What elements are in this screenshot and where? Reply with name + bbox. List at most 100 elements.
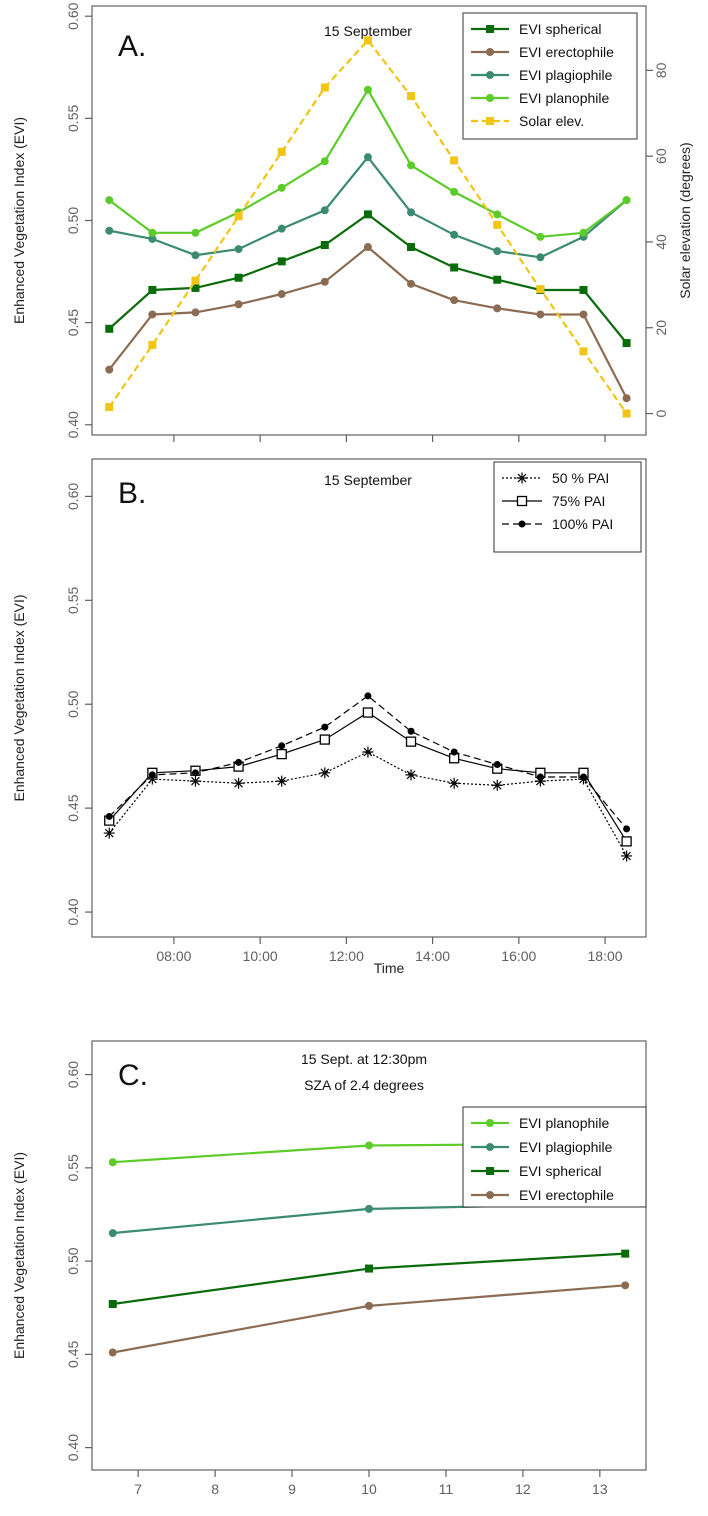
data-point — [191, 228, 200, 237]
data-point — [407, 727, 415, 735]
data-point — [191, 769, 199, 777]
data-point — [493, 761, 501, 769]
data-point — [189, 775, 201, 787]
data-point — [233, 777, 245, 789]
data-point — [363, 153, 372, 162]
data-point — [108, 1348, 117, 1357]
data-point — [536, 310, 545, 319]
x-axis-title: Time — [374, 960, 405, 976]
y-right-tick-label: 40 — [653, 234, 669, 250]
data-point — [365, 1204, 373, 1213]
data-point — [622, 409, 631, 418]
series-solar-elev — [105, 36, 631, 418]
data-point — [493, 275, 502, 284]
y-right-tick-label: 20 — [653, 320, 669, 336]
y-tick-label: 0.60 — [65, 483, 81, 510]
data-point — [148, 228, 157, 237]
data-point — [319, 734, 330, 745]
y-axis-title: Enhanced Vegetation Index (EVI) — [11, 117, 27, 324]
data-point — [235, 758, 243, 766]
legend: EVI planophile EVI plagiophile EVI spheric… — [462, 1106, 647, 1208]
panel-label: C. — [118, 1059, 148, 1092]
y-axis-title: Enhanced Vegetation Index (EVI) — [11, 1152, 27, 1359]
series-line — [112, 1284, 626, 1354]
data-point — [450, 748, 458, 756]
x-tick-label: 7 — [134, 1481, 142, 1497]
data-point — [276, 748, 287, 760]
legend-marker — [486, 1167, 494, 1175]
data-point — [405, 769, 417, 781]
data-point — [623, 825, 631, 833]
data-point — [278, 742, 286, 750]
legend-label: 50 % PAI — [552, 470, 609, 486]
x-tick-label: 13 — [592, 1481, 608, 1497]
legend-label: EVI spherical — [519, 1163, 601, 1179]
data-point — [579, 228, 588, 237]
data-point — [191, 308, 200, 317]
series-evi-spherical — [108, 1249, 630, 1308]
legend-marker — [486, 25, 494, 33]
data-point — [234, 300, 243, 309]
data-point — [191, 276, 200, 285]
data-point — [146, 773, 158, 785]
data-point — [493, 304, 502, 313]
data-point — [321, 723, 329, 731]
data-point — [105, 365, 114, 374]
legend: 50 % PAI 75% PAI 100% PAI — [493, 461, 642, 553]
legend-label: EVI erectophile — [519, 1187, 614, 1203]
legend-marker — [516, 472, 528, 484]
legend-box — [493, 461, 642, 553]
series-evi-erectophile — [108, 1281, 630, 1357]
data-point — [277, 183, 286, 192]
panel-b: 0.40 0.45 0.50 0.55 0.60 Enhanced Vegetation … — [11, 458, 647, 976]
legend-marker — [486, 1119, 494, 1127]
legend-label: EVI planophile — [519, 90, 610, 106]
data-point — [320, 157, 329, 166]
data-point — [534, 775, 546, 787]
y-tick-label: 0.45 — [65, 794, 81, 821]
data-point — [579, 285, 588, 294]
data-point — [148, 310, 157, 319]
legend-label: EVI spherical — [519, 21, 601, 37]
y-tick-label: 0.40 — [65, 411, 81, 438]
x-tick-label: 08:00 — [156, 948, 191, 964]
data-point — [148, 234, 157, 243]
data-point — [319, 767, 331, 779]
data-point — [450, 296, 459, 305]
y-right-tick-label: 80 — [653, 62, 669, 78]
y-tick-label: 0.50 — [65, 690, 81, 717]
legend-label: 75% PAI — [552, 493, 605, 509]
data-point — [493, 220, 502, 229]
y-axis-title: Enhanced Vegetation Index (EVI) — [11, 594, 27, 801]
x-tick-label: 10:00 — [243, 948, 278, 964]
data-point — [365, 1141, 373, 1150]
data-point — [108, 1229, 117, 1238]
legend-marker — [486, 1191, 494, 1199]
data-point — [234, 245, 243, 254]
data-point — [536, 253, 545, 262]
legend-marker — [486, 94, 494, 102]
data-point — [148, 340, 157, 349]
y-tick-label: 0.45 — [65, 1341, 81, 1368]
x-tick-label: 11 — [439, 1481, 454, 1497]
data-point — [105, 196, 114, 205]
data-point — [536, 285, 545, 294]
y-tick-label: 0.60 — [65, 1061, 81, 1088]
y-tick-label: 0.50 — [65, 207, 81, 234]
data-point — [362, 746, 374, 758]
legend-marker — [516, 495, 528, 507]
y-right-tick-label: 60 — [653, 148, 669, 164]
data-point — [277, 290, 286, 299]
data-point — [579, 773, 587, 781]
annotation-text: SZA of 2.4 degrees — [304, 1077, 424, 1093]
series-line — [108, 751, 628, 857]
y-right-axis-title: Solar elevation (degrees) — [677, 142, 693, 298]
x-tick-label: 16:00 — [501, 948, 536, 964]
plot-frame — [91, 458, 647, 938]
annotation-text: 15 Sept. at 12:30pm — [301, 1051, 427, 1067]
data-point — [277, 257, 286, 266]
legend-label: EVI plagiophile — [519, 67, 613, 83]
data-point — [407, 279, 416, 288]
plot-frame — [91, 1040, 647, 1471]
